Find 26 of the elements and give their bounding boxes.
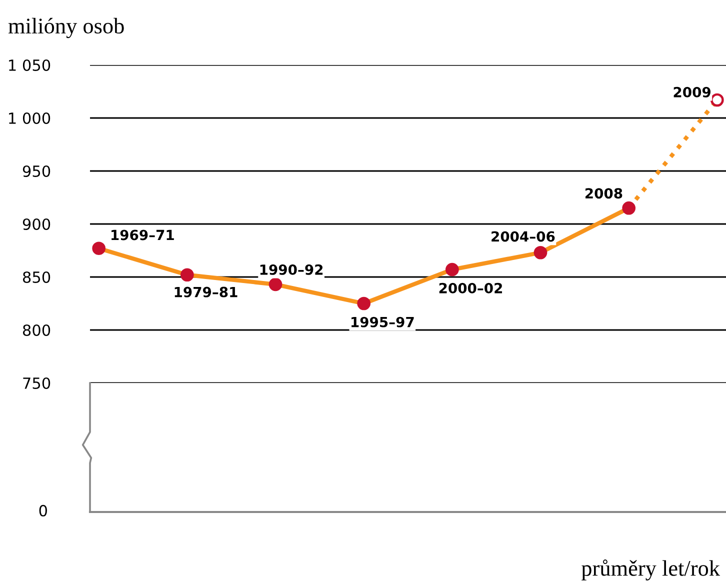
text: průměry let/rok xyxy=(582,560,720,580)
annotation: 1995–97 xyxy=(352,316,414,328)
annotation: 1979–81 xyxy=(174,286,238,298)
y-tick-label: 1 000 xyxy=(9,112,50,124)
annotation: 2008 xyxy=(585,188,622,199)
y-tick-label: 850 xyxy=(22,271,50,284)
annotation: 1969–71 xyxy=(112,230,174,240)
annotation: 2000–02 xyxy=(439,282,502,294)
point xyxy=(534,246,548,260)
point xyxy=(268,278,282,292)
point xyxy=(446,262,459,276)
point xyxy=(357,296,370,310)
y-tick-label: 800 xyxy=(22,324,50,336)
y-axis-title: milióny osob xyxy=(8,18,124,38)
point xyxy=(710,93,724,107)
annotation: 1990–92 xyxy=(260,264,323,275)
text: 0 xyxy=(39,504,47,516)
point xyxy=(622,201,636,215)
annotation: 2004–06 xyxy=(492,231,555,242)
point xyxy=(92,242,106,256)
y-tick-label: 900 xyxy=(22,218,50,230)
annotation: 2009 xyxy=(674,86,710,98)
y-tick-label: 750 xyxy=(23,377,50,390)
point xyxy=(180,268,194,282)
y-tick-label: 1 050 xyxy=(9,59,50,72)
y-tick-label: 950 xyxy=(22,165,50,178)
